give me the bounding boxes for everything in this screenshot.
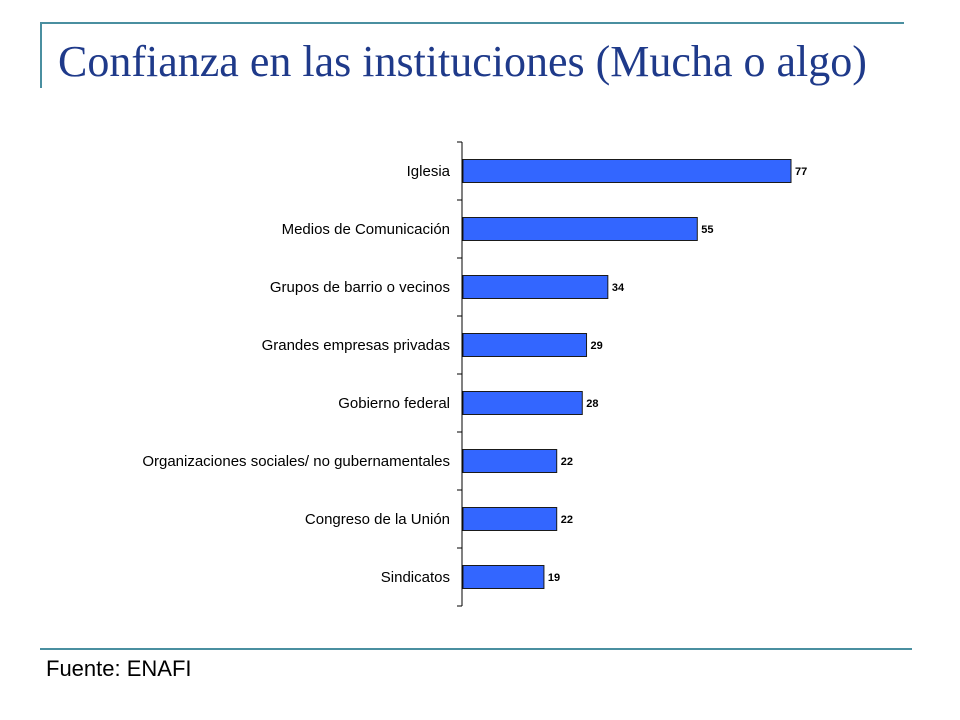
data-label: 55 (701, 224, 713, 236)
data-label: 22 (561, 456, 573, 468)
bar-2 (462, 217, 698, 241)
data-label: 19 (548, 572, 560, 584)
category-label: Grandes empresas privadas (262, 337, 450, 354)
category-label: Iglesia (407, 163, 451, 180)
bar-4 (462, 333, 588, 357)
category-label: Organizaciones sociales/ no gubernamenta… (142, 453, 450, 470)
data-label: 28 (586, 398, 598, 410)
bar-8 (462, 565, 545, 589)
bar-5 (462, 391, 583, 415)
bottom-accent-line (40, 648, 912, 650)
category-label: Congreso de la Unión (305, 511, 450, 528)
bar-1 (462, 159, 792, 183)
bar-7 (462, 507, 558, 531)
source-note: Fuente: ENAFI (46, 656, 192, 681)
data-label: 22 (561, 514, 573, 526)
top-accent-line (40, 22, 904, 24)
page-title: Confianza en las instituciones (Mucha o … (58, 37, 867, 86)
data-label: 34 (612, 282, 625, 294)
category-label: Sindicatos (381, 569, 450, 586)
data-label: 29 (591, 340, 603, 352)
category-label: Medios de Comunicación (282, 221, 450, 238)
category-label: Grupos de barrio o vecinos (270, 279, 450, 296)
bar-3 (462, 275, 609, 299)
category-label: Gobierno federal (338, 395, 450, 412)
data-label: 77 (795, 166, 807, 178)
left-accent-line (40, 22, 42, 88)
bar-6 (462, 449, 558, 473)
